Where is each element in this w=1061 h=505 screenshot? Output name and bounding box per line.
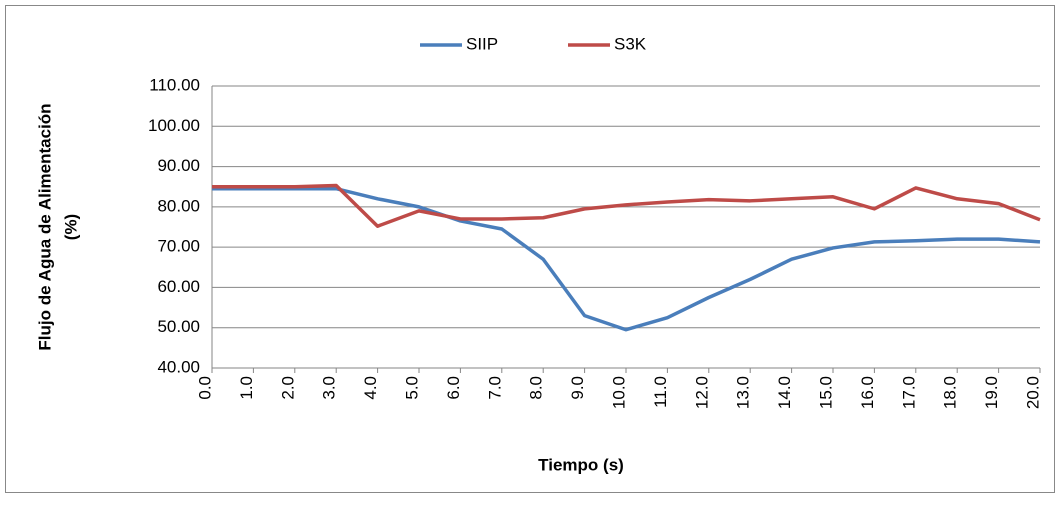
y-tick-label: 70.00 [157, 237, 200, 256]
series-line [212, 186, 1041, 332]
x-tick-label: 10.0 [609, 376, 628, 409]
x-tick-label: 20.0 [1023, 376, 1042, 409]
x-tick-label: 13.0 [734, 376, 753, 409]
y-tick-label: 80.00 [157, 196, 200, 215]
y-tick-label: 90.00 [157, 156, 200, 175]
x-tick-label: 1.0 [237, 376, 256, 400]
x-tick-label: 17.0 [899, 376, 918, 409]
y-axis-title: (%) [61, 214, 80, 240]
x-tick-label: 11.0 [651, 376, 670, 408]
y-tick-label: 40.00 [157, 357, 200, 376]
x-tick-label: 8.0 [527, 376, 546, 400]
y-tick-label: 60.00 [157, 277, 200, 296]
x-tick-label: 4.0 [361, 376, 380, 400]
x-tick-label: 18.0 [941, 376, 960, 409]
legend-label: SIIP [466, 34, 498, 53]
x-tick-label: 3.0 [320, 376, 339, 400]
x-tick-label: 14.0 [775, 376, 794, 409]
x-tick-label: 5.0 [402, 376, 421, 400]
x-tick-label: 16.0 [858, 376, 877, 409]
x-tick-label: 12.0 [692, 376, 711, 409]
x-tick-label: 19.0 [982, 376, 1001, 409]
y-axis-title: Flujo de Agua de Alimentación [35, 103, 54, 350]
x-tick-label: 2.0 [278, 376, 297, 400]
x-tick-label: 0.0 [195, 376, 214, 400]
x-axis-title: Tiempo (s) [538, 455, 624, 474]
legend-label: S3K [614, 34, 647, 53]
series-line [212, 183, 1041, 228]
x-tick-label: 15.0 [816, 376, 835, 409]
x-tick-label: 7.0 [485, 376, 504, 400]
y-tick-label: 110.00 [149, 75, 200, 94]
y-tick-label: 100.00 [148, 116, 200, 135]
x-tick-label: 9.0 [568, 376, 587, 400]
x-tick-label: 6.0 [444, 376, 463, 400]
y-tick-label: 50.00 [157, 317, 200, 336]
